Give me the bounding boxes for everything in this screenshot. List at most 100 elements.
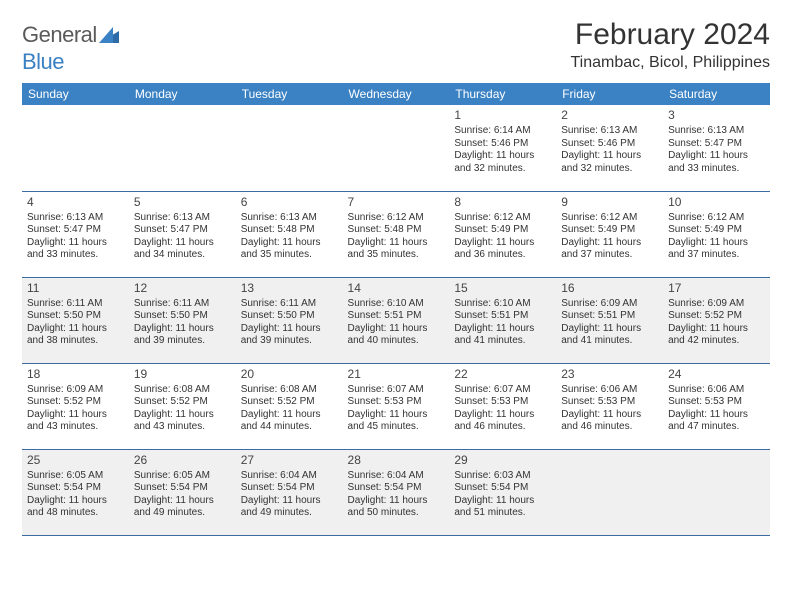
daylight-text: Daylight: 11 hours and 37 minutes. bbox=[561, 237, 658, 262]
sunset-text: Sunset: 5:54 PM bbox=[241, 482, 338, 495]
day-number: 8 bbox=[454, 195, 551, 210]
day-cell: 7Sunrise: 6:12 AMSunset: 5:48 PMDaylight… bbox=[343, 191, 450, 277]
sunrise-text: Sunrise: 6:06 AM bbox=[561, 384, 658, 397]
brand-part2: Blue bbox=[22, 49, 64, 74]
sunset-text: Sunset: 5:54 PM bbox=[454, 482, 551, 495]
sunrise-text: Sunrise: 6:07 AM bbox=[348, 384, 445, 397]
day-number: 26 bbox=[134, 453, 231, 468]
day-cell: 14Sunrise: 6:10 AMSunset: 5:51 PMDayligh… bbox=[343, 277, 450, 363]
day-number: 19 bbox=[134, 367, 231, 382]
day-number: 12 bbox=[134, 281, 231, 296]
day-number: 21 bbox=[348, 367, 445, 382]
daylight-text: Daylight: 11 hours and 38 minutes. bbox=[27, 323, 124, 348]
sunrise-text: Sunrise: 6:11 AM bbox=[27, 298, 124, 311]
daylight-text: Daylight: 11 hours and 41 minutes. bbox=[561, 323, 658, 348]
sunset-text: Sunset: 5:46 PM bbox=[561, 138, 658, 151]
sunset-text: Sunset: 5:53 PM bbox=[668, 396, 765, 409]
sunrise-text: Sunrise: 6:13 AM bbox=[668, 125, 765, 138]
sunset-text: Sunset: 5:50 PM bbox=[241, 310, 338, 323]
dow-wednesday: Wednesday bbox=[343, 83, 450, 105]
day-cell: 5Sunrise: 6:13 AMSunset: 5:47 PMDaylight… bbox=[129, 191, 236, 277]
day-cell: 9 Sunrise: 6:12 AMSunset: 5:49 PMDaylight… bbox=[556, 191, 663, 277]
day-number: 11 bbox=[27, 281, 124, 296]
sunset-text: Sunset: 5:50 PM bbox=[27, 310, 124, 323]
day-number: 24 bbox=[668, 367, 765, 382]
sunset-text: Sunset: 5:46 PM bbox=[454, 138, 551, 151]
daylight-text: Daylight: 11 hours and 43 minutes. bbox=[134, 409, 231, 434]
day-cell: 16Sunrise: 6:09 AMSunset: 5:51 PMDayligh… bbox=[556, 277, 663, 363]
daylight-text: Daylight: 11 hours and 33 minutes. bbox=[668, 150, 765, 175]
sunset-text: Sunset: 5:54 PM bbox=[27, 482, 124, 495]
sunrise-text: Sunrise: 6:12 AM bbox=[561, 212, 658, 225]
daylight-text: Daylight: 11 hours and 50 minutes. bbox=[348, 495, 445, 520]
day-cell: 3 Sunrise: 6:13 AMSunset: 5:47 PMDaylight… bbox=[663, 105, 770, 191]
sunrise-text: Sunrise: 6:13 AM bbox=[27, 212, 124, 225]
daylight-text: Daylight: 11 hours and 35 minutes. bbox=[241, 237, 338, 262]
sunset-text: Sunset: 5:47 PM bbox=[27, 224, 124, 237]
day-cell: 23Sunrise: 6:06 AMSunset: 5:53 PMDayligh… bbox=[556, 363, 663, 449]
daylight-text: Daylight: 11 hours and 47 minutes. bbox=[668, 409, 765, 434]
day-cell: 17Sunrise: 6:09 AMSunset: 5:52 PMDayligh… bbox=[663, 277, 770, 363]
sunrise-text: Sunrise: 6:13 AM bbox=[241, 212, 338, 225]
day-cell bbox=[22, 105, 129, 191]
daylight-text: Daylight: 11 hours and 51 minutes. bbox=[454, 495, 551, 520]
sunrise-text: Sunrise: 6:06 AM bbox=[668, 384, 765, 397]
day-number: 9 bbox=[561, 195, 658, 210]
day-number: 7 bbox=[348, 195, 445, 210]
brand-part1: General bbox=[22, 22, 97, 47]
sunset-text: Sunset: 5:52 PM bbox=[241, 396, 338, 409]
daylight-text: Daylight: 11 hours and 37 minutes. bbox=[668, 237, 765, 262]
day-cell: 20Sunrise: 6:08 AMSunset: 5:52 PMDayligh… bbox=[236, 363, 343, 449]
daylight-text: Daylight: 11 hours and 39 minutes. bbox=[134, 323, 231, 348]
day-cell: 13 Sunrise: 6:11 AMSunset: 5:50 PMDayligh… bbox=[236, 277, 343, 363]
day-number: 6 bbox=[241, 195, 338, 210]
sunrise-text: Sunrise: 6:14 AM bbox=[454, 125, 551, 138]
day-number: 28 bbox=[348, 453, 445, 468]
sunset-text: Sunset: 5:53 PM bbox=[561, 396, 658, 409]
sunrise-text: Sunrise: 6:08 AM bbox=[134, 384, 231, 397]
day-cell: 28Sunrise: 6:04 AMSunset: 5:54 PMDayligh… bbox=[343, 449, 450, 535]
sunrise-text: Sunrise: 6:12 AM bbox=[668, 212, 765, 225]
day-cell: 25Sunrise: 6:05 AMSunset: 5:54 PMDayligh… bbox=[22, 449, 129, 535]
day-cell bbox=[236, 105, 343, 191]
day-number: 13 bbox=[241, 281, 338, 296]
logo-triangle-icon bbox=[99, 23, 119, 49]
sunset-text: Sunset: 5:50 PM bbox=[134, 310, 231, 323]
day-cell: 24 Sunrise: 6:06 AMSunset: 5:53 PMDayligh… bbox=[663, 363, 770, 449]
sunrise-text: Sunrise: 6:11 AM bbox=[241, 298, 338, 311]
day-cell: 27Sunrise: 6:04 AMSunset: 5:54 PMDayligh… bbox=[236, 449, 343, 535]
day-number: 20 bbox=[241, 367, 338, 382]
daylight-text: Daylight: 11 hours and 43 minutes. bbox=[27, 409, 124, 434]
sunset-text: Sunset: 5:48 PM bbox=[241, 224, 338, 237]
daylight-text: Daylight: 11 hours and 46 minutes. bbox=[561, 409, 658, 434]
sunset-text: Sunset: 5:47 PM bbox=[668, 138, 765, 151]
day-cell bbox=[663, 449, 770, 535]
sunset-text: Sunset: 5:49 PM bbox=[561, 224, 658, 237]
daylight-text: Daylight: 11 hours and 33 minutes. bbox=[27, 237, 124, 262]
day-number: 27 bbox=[241, 453, 338, 468]
day-cell: 15Sunrise: 6:10 AMSunset: 5:51 PMDayligh… bbox=[449, 277, 556, 363]
calendar-table: Sunday Monday Tuesday Wednesday Thursday… bbox=[22, 83, 770, 536]
day-number: 22 bbox=[454, 367, 551, 382]
sunset-text: Sunset: 5:52 PM bbox=[668, 310, 765, 323]
day-number: 3 bbox=[668, 108, 765, 123]
day-cell bbox=[343, 105, 450, 191]
sunrise-text: Sunrise: 6:13 AM bbox=[561, 125, 658, 138]
day-number: 15 bbox=[454, 281, 551, 296]
day-number: 16 bbox=[561, 281, 658, 296]
sunset-text: Sunset: 5:51 PM bbox=[454, 310, 551, 323]
daylight-text: Daylight: 11 hours and 32 minutes. bbox=[454, 150, 551, 175]
day-cell: 1 Sunrise: 6:14 AMSunset: 5:46 PMDaylight… bbox=[449, 105, 556, 191]
week-row: 1Sunrise: 6:14 AMSunset: 5:46 PMDaylight… bbox=[22, 105, 770, 191]
day-number: 1 bbox=[454, 108, 551, 123]
sunrise-text: Sunrise: 6:11 AM bbox=[134, 298, 231, 311]
calendar-page: GeneralBlue February 2024 Tinambac, Bico… bbox=[0, 0, 792, 536]
day-cell: 2Sunrise: 6:13 AMSunset: 5:46 PMDaylight… bbox=[556, 105, 663, 191]
daylight-text: Daylight: 11 hours and 39 minutes. bbox=[241, 323, 338, 348]
week-row: 4Sunrise: 6:13 AMSunset: 5:47 PMDaylight… bbox=[22, 191, 770, 277]
location-subtitle: Tinambac, Bicol, Philippines bbox=[571, 54, 771, 72]
month-title: February 2024 bbox=[571, 18, 771, 52]
sunrise-text: Sunrise: 6:12 AM bbox=[454, 212, 551, 225]
day-cell: 10Sunrise: 6:12 AMSunset: 5:49 PMDayligh… bbox=[663, 191, 770, 277]
dow-tuesday: Tuesday bbox=[236, 83, 343, 105]
